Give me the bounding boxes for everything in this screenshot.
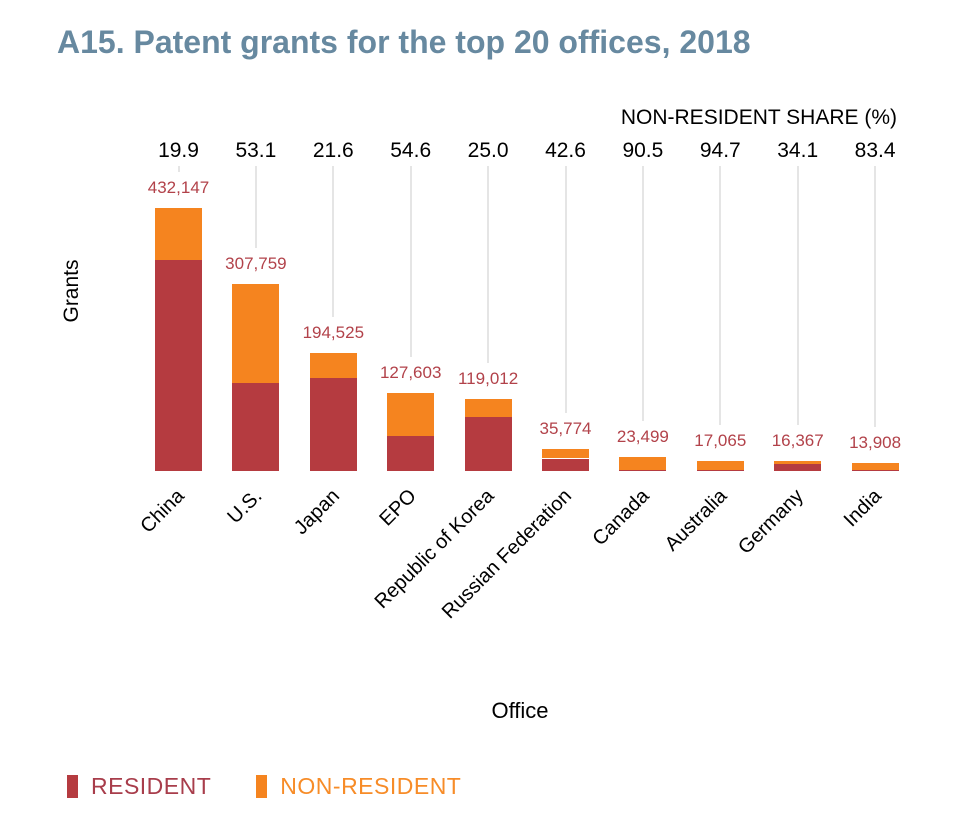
- connector-line: [255, 166, 257, 248]
- category-label: Russian Federation: [437, 485, 577, 624]
- connector-line: [487, 166, 489, 363]
- connector-line: [874, 166, 876, 427]
- connector-line: [565, 166, 566, 414]
- connector-line: [332, 166, 334, 317]
- nonresident-share-value: 19.9: [158, 139, 199, 162]
- connector-line: [178, 166, 179, 172]
- legend-label-non-resident: NON-RESIDENT: [280, 773, 462, 799]
- bar-segment-non-resident: [387, 393, 435, 436]
- nonresident-share-value: 25.0: [467, 139, 509, 162]
- bar-value-label: 17,065: [694, 430, 747, 450]
- bar-segment-resident: [696, 470, 744, 471]
- connector-line: [642, 166, 644, 421]
- bar-segment-resident: [851, 469, 899, 471]
- bar-value-label: 194,525: [302, 322, 365, 342]
- bar-segment-resident: [774, 464, 822, 471]
- bar-segment-non-resident: [774, 461, 822, 465]
- nonresident-share-value: 34.1: [777, 139, 819, 162]
- bar-segment-resident: [309, 378, 357, 471]
- nonresident-share-value: 90.5: [622, 139, 664, 162]
- non-resident-swatch: [256, 775, 268, 798]
- legend-item-non-resident: NON-RESIDENT: [256, 773, 461, 800]
- bar-value-label: 127,603: [379, 363, 442, 383]
- nonresident-share-value: 94.7: [699, 139, 741, 162]
- category-label: Australia: [660, 485, 731, 556]
- category-label: U.S.: [223, 485, 267, 529]
- connector-line: [719, 166, 721, 425]
- category-label: China: [136, 485, 190, 538]
- bar-segment-non-resident: [696, 460, 744, 471]
- bar-value-label: 16,367: [771, 431, 824, 450]
- nonresident-share-value: 83.4: [854, 139, 896, 162]
- bar-value-label: 13,908: [849, 432, 902, 452]
- category-label: India: [839, 485, 886, 532]
- category-label: Canada: [588, 485, 654, 551]
- bar-segment-non-resident: [851, 462, 899, 470]
- nonresident-share-value: 53.1: [235, 139, 277, 162]
- bar-value-label: 35,774: [539, 419, 592, 439]
- bar-segment-resident: [232, 383, 280, 471]
- category-label: Germany: [734, 485, 809, 559]
- bar-segment-resident: [619, 469, 667, 471]
- bar-segment-non-resident: [542, 449, 589, 459]
- legend-label-resident: RESIDENT: [91, 773, 212, 799]
- bar-value-label: 119,012: [457, 368, 519, 388]
- nonresident-share-value: 54.6: [390, 139, 432, 162]
- bar-segment-non-resident: [155, 208, 202, 261]
- legend-item-resident: RESIDENT: [67, 773, 211, 800]
- resident-swatch: [67, 775, 78, 798]
- x-axis-label: Office: [491, 698, 549, 723]
- connector-line: [797, 166, 799, 425]
- category-label: EPO: [375, 485, 422, 531]
- secondary-axis-label: NON-RESIDENT SHARE (%): [620, 106, 897, 129]
- nonresident-share-value: 42.6: [545, 139, 586, 162]
- bar-segment-non-resident: [309, 352, 357, 379]
- bar-segment-resident: [542, 458, 589, 471]
- bar-segment-resident: [387, 435, 435, 471]
- bar-segment-non-resident: [464, 398, 512, 417]
- bar-value-label: 432,147: [147, 178, 210, 197]
- bar-value-label: 307,759: [225, 253, 287, 273]
- category-label: Japan: [289, 485, 344, 540]
- bar-segment-resident: [155, 260, 202, 471]
- connector-line: [410, 166, 412, 358]
- bar-value-label: 23,499: [616, 426, 669, 446]
- legend: RESIDENT NON-RESIDENT: [67, 773, 461, 800]
- bar-segment-non-resident: [619, 456, 667, 470]
- chart-title: A15. Patent grants for the top 20 office…: [57, 24, 751, 60]
- nonresident-share-value: 21.6: [312, 139, 354, 162]
- bar-segment-resident: [464, 416, 512, 471]
- bar-segment-non-resident: [232, 283, 280, 384]
